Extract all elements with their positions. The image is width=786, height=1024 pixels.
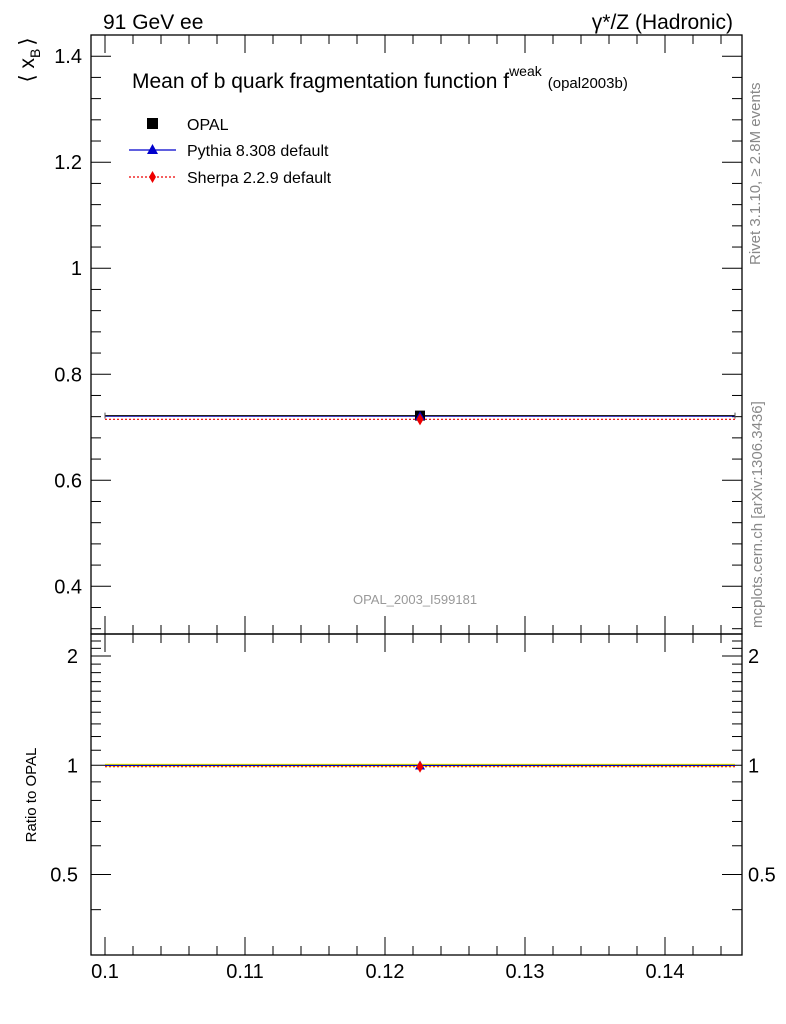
main-ylabel-sub: B (27, 49, 43, 58)
legend-sherpa-marker (149, 171, 156, 183)
header-right: γ*/Z (Hadronic) (592, 11, 733, 34)
title-main: Mean of b quark fragmentation function f (132, 70, 509, 93)
x-tick-label: 0.14 (646, 961, 685, 983)
ratio-data-layer (105, 760, 735, 773)
legend-opal-label: OPAL (187, 117, 229, 134)
plot-title: Mean of b quark fragmentation function f… (132, 63, 628, 93)
legend: OPAL Pythia 8.308 default Sherpa 2.2.9 d… (129, 117, 332, 187)
y-tick-label-ratio-left: 0.5 (50, 864, 78, 886)
x-tick-label: 0.1 (91, 961, 119, 983)
legend-opal-marker (147, 118, 158, 129)
legend-pythia-marker (147, 144, 158, 154)
title-suffix: (opal2003b) (548, 75, 628, 92)
header-left: 91 GeV ee (103, 11, 203, 34)
rivet-side-text: Rivet 3.1.10, ≥ 2.8M events (747, 83, 764, 266)
y-tick-label-ratio-right: 2 (748, 646, 759, 668)
y-tick-label-ratio-right: 1 (748, 755, 759, 777)
ratio-plot-frame (90, 633, 743, 956)
ratio-axis-ticks: 0.1 0.11 0.12 0.13 0.14 0.5 0.5 1 1 2 2 (50, 633, 776, 983)
legend-sherpa-label: Sherpa 2.2.9 default (187, 170, 332, 187)
main-axis-ticks: 0.4 0.6 0.8 1 1.2 1.4 (54, 34, 742, 634)
ratio-ylabel: Ratio to OPAL (23, 748, 40, 843)
ratio-sherpa-point (416, 760, 424, 773)
y-tick-label-main: 1.2 (54, 152, 82, 174)
main-data-layer (104, 410, 736, 426)
y-tick-label-main: 0.4 (54, 576, 82, 598)
y-tick-label-ratio-left: 1 (67, 755, 78, 777)
legend-pythia-label: Pythia 8.308 default (187, 143, 329, 160)
main-ylabel: ⟨ xB ⟩ (16, 37, 43, 82)
analysis-watermark: OPAL_2003_I599181 (353, 592, 477, 607)
main-ylabel-close: ⟩ (16, 37, 39, 45)
title-superscript: weak (508, 63, 543, 79)
y-tick-label-main: 0.6 (54, 470, 82, 492)
y-tick-label-main: 1.4 (54, 46, 82, 68)
y-tick-label-main: 0.8 (54, 364, 82, 386)
y-tick-label-ratio-left: 2 (67, 646, 78, 668)
main-ylabel-main: ⟨ x (16, 58, 39, 83)
y-tick-label-main: 1 (71, 258, 82, 280)
x-tick-label: 0.13 (506, 961, 545, 983)
x-tick-label: 0.12 (366, 961, 405, 983)
y-tick-label-ratio-right: 0.5 (748, 864, 776, 886)
sherpa-point (416, 413, 424, 426)
x-tick-label: 0.11 (226, 961, 263, 983)
mcplots-side-text: mcplots.cern.ch [arXiv:1306.3436] (749, 401, 766, 628)
